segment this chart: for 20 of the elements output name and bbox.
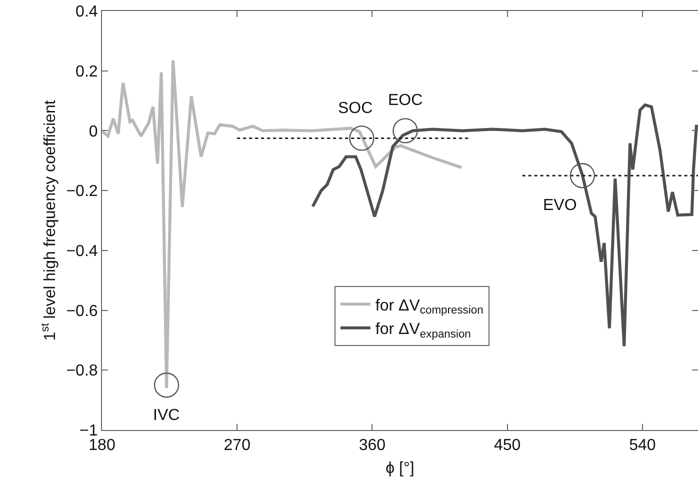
y-tick-label: −0.6 bbox=[66, 302, 98, 320]
y-tick-label: −0.4 bbox=[66, 243, 98, 260]
y-tick-label: 0.4 bbox=[76, 4, 98, 21]
x-tick-label: 180 bbox=[88, 437, 116, 454]
x-tick-label: 540 bbox=[629, 437, 656, 454]
x-tick-label: 450 bbox=[494, 437, 521, 454]
x-tick-label: 270 bbox=[224, 437, 251, 454]
y-tick-label: 0 bbox=[88, 123, 98, 140]
legend-label: for ΔV$_{compression}$ bbox=[375, 297, 484, 317]
y-tick-label: 0.2 bbox=[76, 63, 98, 80]
annotation: EOC bbox=[388, 92, 423, 109]
y-tick-label: −0.8 bbox=[66, 362, 98, 380]
x-tick-label: 360 bbox=[358, 437, 386, 454]
x-axis-title: ϕ [°] bbox=[386, 460, 414, 477]
legend-label: for ΔV$_{expansion}$ bbox=[375, 321, 471, 340]
y-tick-label: −0.2 bbox=[66, 183, 98, 200]
annotation: EVO bbox=[543, 197, 577, 214]
y-tick-label: −1 bbox=[80, 422, 98, 440]
annotation: IVC bbox=[153, 407, 180, 424]
annotation: SOC bbox=[338, 100, 373, 117]
